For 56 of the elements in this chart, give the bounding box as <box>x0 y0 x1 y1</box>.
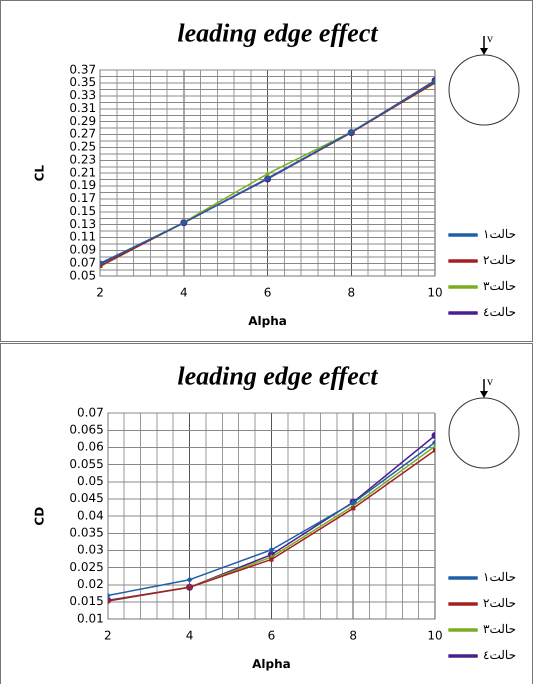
x-tick-label: 10 <box>427 628 443 643</box>
x-tick-label: 8 <box>349 628 358 643</box>
y-tick-label: 0.055 <box>69 456 104 471</box>
y-tick-label: 0.37 <box>69 62 96 76</box>
y-tick-label: 0.15 <box>69 204 96 218</box>
legend-label: حالت٣ <box>483 622 516 636</box>
legend-label: حالت١ <box>483 570 516 584</box>
y-tick-label: 0.015 <box>69 594 104 608</box>
y-tick-label: 0.31 <box>69 100 96 115</box>
text: v <box>487 374 493 389</box>
y-axis-title: CD <box>32 506 46 526</box>
legend-label: حالت٤ <box>483 305 516 320</box>
x-tick-label: 6 <box>264 286 272 300</box>
x-tick-label: 10 <box>427 286 443 300</box>
legend-label: حالت٣ <box>483 279 516 294</box>
y-tick-label: 0.03 <box>77 542 104 557</box>
y-tick-label: 0.02 <box>77 576 104 591</box>
y-tick-label: 0.25 <box>69 140 96 154</box>
x-axis-title: Alpha <box>248 314 287 328</box>
y-tick-label: 0.19 <box>69 178 96 192</box>
chart-title: leading edge effect <box>177 18 378 48</box>
x-tick-label: 4 <box>180 286 188 300</box>
legend-label: حالت٤ <box>483 648 516 662</box>
y-tick-label: 0.35 <box>69 75 96 90</box>
text: v <box>487 31 493 46</box>
y-tick-label: 0.065 <box>69 422 104 436</box>
y-tick-label: 0.01 <box>77 611 104 626</box>
y-tick-label: 0.07 <box>69 255 96 270</box>
x-tick-label: 8 <box>347 286 356 300</box>
x-tick-label: 2 <box>96 286 104 300</box>
y-tick-label: 0.06 <box>77 440 104 454</box>
y-tick-label: 0.04 <box>77 508 104 522</box>
x-tick-label: 6 <box>268 628 276 643</box>
y-tick-label: 0.11 <box>69 230 96 244</box>
x-tick-label: 2 <box>104 628 112 643</box>
legend-label: حالت٢ <box>483 596 516 610</box>
legend-label: حالت١ <box>483 227 516 242</box>
y-tick-label: 0.27 <box>69 126 96 141</box>
y-axis-title: CL <box>32 164 46 182</box>
legend-label: حالت٢ <box>483 253 516 268</box>
y-tick-label: 0.07 <box>77 405 104 420</box>
y-tick-label: 0.025 <box>69 560 104 574</box>
y-tick-label: 0.17 <box>69 191 96 206</box>
y-tick-label: 0.29 <box>69 114 96 128</box>
y-tick-label: 0.05 <box>69 268 96 282</box>
y-tick-label: 0.13 <box>69 216 96 231</box>
y-tick-label: 0.05 <box>77 474 104 488</box>
y-tick-label: 0.035 <box>69 525 104 540</box>
y-tick-label: 0.045 <box>69 491 104 506</box>
x-axis-title: Alpha <box>252 656 291 671</box>
y-tick-label: 0.21 <box>69 165 96 180</box>
y-tick-label: 0.09 <box>69 242 96 257</box>
y-tick-label: 0.33 <box>69 88 96 102</box>
x-tick-label: 4 <box>186 628 194 643</box>
chart-title: leading edge effect <box>177 361 378 390</box>
y-tick-label: 0.23 <box>69 152 96 166</box>
